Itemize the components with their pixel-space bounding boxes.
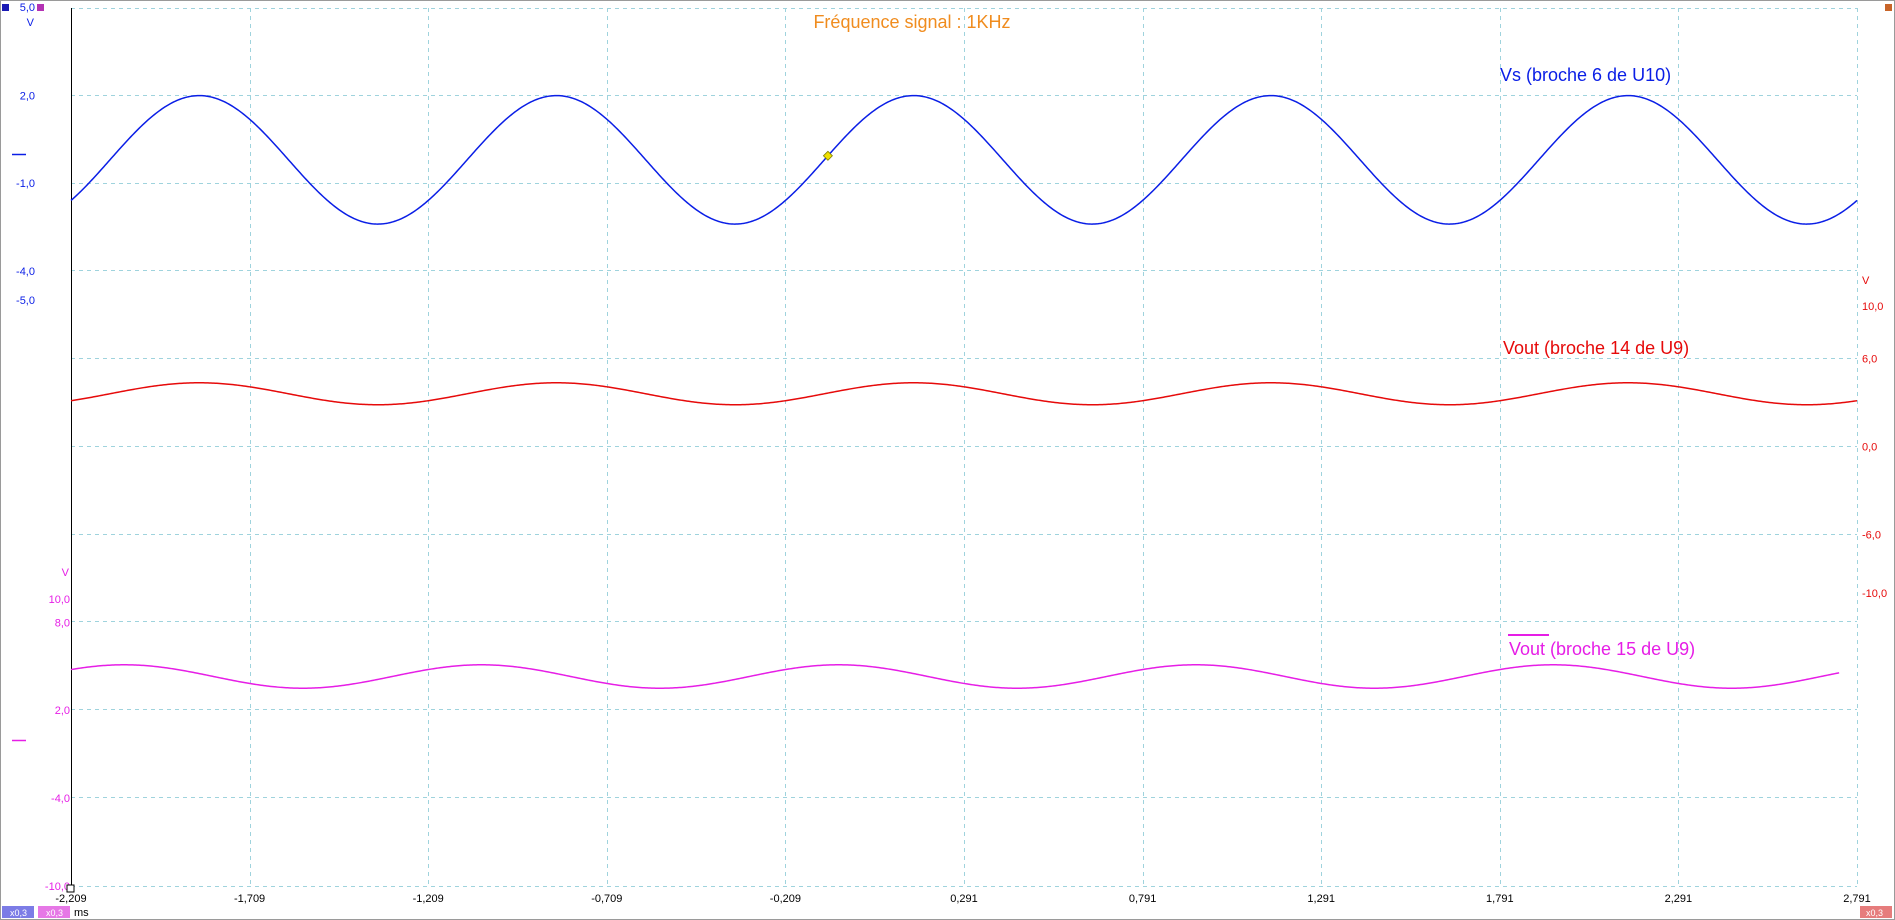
x-tick-label: 0,791 [1129, 893, 1157, 905]
x-tick-label: 1,791 [1486, 893, 1514, 905]
x-tick-label: -2,209 [55, 893, 86, 905]
ch2-gain-text: x0,3 [1866, 908, 1883, 918]
ch1-tick-label: 2,0 [20, 91, 35, 103]
series-label-vout15: Vout (broche 15 de U9) [1509, 639, 1695, 659]
x-tick-label: 2,291 [1665, 893, 1693, 905]
trace-vout-bar-broche15-u9[interactable] [70, 664, 1840, 689]
ch3-unit-label: V [62, 567, 70, 579]
series-label-vs: Vs (broche 6 de U10) [1500, 65, 1671, 85]
x-tick-label: -0,709 [591, 893, 622, 905]
ch3-tick-label: -10,0 [45, 881, 70, 893]
ch1-gain-badge[interactable] [2, 906, 34, 918]
ch3-top-handle-icon[interactable] [37, 4, 44, 11]
grid [71, 8, 1858, 887]
ch3-tick-label: -4,0 [51, 793, 70, 805]
ch3-tick-label: 8,0 [55, 617, 70, 629]
ch1-tick-label: -5,0 [16, 295, 35, 307]
ch1-gain-text: x0,3 [10, 908, 27, 918]
series-label-vout14: Vout (broche 14 de U9) [1503, 338, 1689, 358]
x-tick-label: 0,291 [950, 893, 978, 905]
top-right-handle-icon[interactable] [1885, 4, 1892, 11]
ch1-unit-label: V [27, 17, 35, 29]
x-axis: -2,209 -1,709 -1,209 -0,709 -0,209 0,291 0,791… [55, 893, 1870, 905]
ch2-gain-badge[interactable] [1860, 906, 1892, 918]
trace-vs-broche6-u10[interactable] [70, 94, 1858, 225]
ch2-tick-label: 10,0 [1862, 301, 1883, 313]
x-tick-label: -0,209 [770, 893, 801, 905]
ch1-tick-label: 5,0 [20, 2, 35, 14]
ch1-axis: V 5,0 2,0 -1,0 -4,0 -5,0 [12, 2, 35, 307]
top-left-handle-icon[interactable] [2, 4, 9, 11]
ch3-tick-label: 10,0 [49, 594, 70, 606]
origin-handle-icon[interactable] [66, 884, 75, 893]
ch2-tick-label: 6,0 [1862, 354, 1877, 366]
ch3-tick-label: 2,0 [55, 705, 70, 717]
trace-vout-broche14-u9[interactable] [70, 382, 1858, 406]
x-tick-label: 2,791 [1843, 893, 1871, 905]
ch2-tick-label: -10,0 [1862, 588, 1887, 600]
chart-title: Fréquence signal : 1KHz [813, 12, 1010, 32]
x-tick-label: 1,291 [1307, 893, 1335, 905]
x-axis-unit: ms [74, 907, 89, 919]
ch1-tick-label: -4,0 [16, 266, 35, 278]
ch2-tick-label: 0,0 [1862, 442, 1877, 454]
ch2-unit-label: V [1862, 275, 1870, 287]
ch1-tick-label: -1,0 [16, 178, 35, 190]
ch2-axis: V 10,0 6,0 0,0 -6,0 -10,0 [1862, 275, 1887, 600]
ch3-gain-text: x0,3 [46, 908, 63, 918]
x-tick-label: -1,709 [234, 893, 265, 905]
ch3-axis: V 10,0 8,0 2,0 -4,0 -10,0 [12, 567, 70, 893]
ch2-tick-label: -6,0 [1862, 529, 1881, 541]
x-tick-label: -1,209 [413, 893, 444, 905]
ch3-gain-badge[interactable] [38, 906, 70, 918]
cursor-marker-icon[interactable] [822, 150, 833, 161]
